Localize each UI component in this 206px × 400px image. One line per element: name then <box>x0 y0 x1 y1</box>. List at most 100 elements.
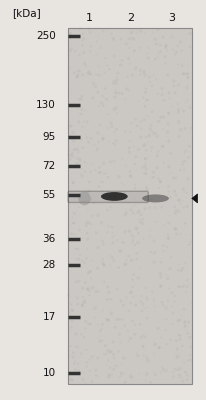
Point <box>105 296 108 303</box>
Text: 10: 10 <box>42 368 56 378</box>
Point <box>74 331 78 337</box>
Point <box>73 358 77 364</box>
Point <box>111 371 114 378</box>
Point <box>132 234 136 241</box>
Point <box>125 294 128 301</box>
Point <box>97 169 101 176</box>
Point <box>168 220 171 226</box>
Point <box>90 354 94 360</box>
Point <box>108 252 111 259</box>
Point <box>152 238 156 244</box>
Point <box>97 63 101 70</box>
Point <box>71 377 74 383</box>
Point <box>78 170 82 176</box>
Point <box>184 220 187 226</box>
Point <box>155 165 159 171</box>
Point <box>119 248 122 254</box>
Point <box>141 216 145 222</box>
Point <box>117 374 121 381</box>
Point <box>113 194 116 200</box>
Point <box>184 322 187 329</box>
Point <box>102 160 105 167</box>
Point <box>162 160 166 166</box>
Point <box>102 28 105 34</box>
Point <box>180 313 184 319</box>
Point <box>87 26 91 32</box>
Point <box>128 144 131 151</box>
Point <box>129 173 132 180</box>
Point <box>145 97 148 103</box>
Point <box>96 130 99 136</box>
Point <box>126 74 129 80</box>
Point <box>132 293 135 300</box>
Point <box>156 325 160 332</box>
Point <box>170 254 173 260</box>
Point <box>172 373 175 380</box>
Point <box>152 72 155 78</box>
Point <box>183 158 187 164</box>
Point <box>138 133 142 140</box>
Point <box>74 48 77 54</box>
Point <box>139 298 143 305</box>
Point <box>174 226 177 232</box>
Point <box>171 369 175 375</box>
Point <box>77 119 81 125</box>
Point <box>102 171 105 177</box>
Point <box>156 27 159 33</box>
Point <box>160 91 164 98</box>
Point <box>146 355 149 361</box>
Point <box>165 244 168 250</box>
Point <box>185 277 189 283</box>
Point <box>142 332 145 338</box>
Point <box>143 68 146 74</box>
Point <box>166 220 169 226</box>
Point <box>171 103 174 110</box>
Point <box>136 123 139 129</box>
Point <box>86 286 89 293</box>
Point <box>188 334 192 340</box>
Point <box>80 93 83 100</box>
Point <box>80 106 84 113</box>
Point <box>135 225 138 231</box>
Point <box>105 362 108 369</box>
Point <box>95 372 98 379</box>
Point <box>157 344 160 351</box>
Point <box>179 231 182 237</box>
Point <box>166 298 170 304</box>
Point <box>97 184 101 190</box>
Point <box>88 140 91 146</box>
Point <box>175 338 178 344</box>
Point <box>175 354 178 360</box>
Point <box>90 378 94 385</box>
Point <box>114 362 117 369</box>
Point <box>70 324 73 331</box>
Point <box>88 179 91 185</box>
Point <box>148 233 152 240</box>
Point <box>94 304 98 311</box>
Point <box>151 108 154 115</box>
Point <box>119 339 122 346</box>
Point <box>186 97 190 103</box>
Point <box>128 138 131 144</box>
Point <box>69 301 73 308</box>
Point <box>144 377 147 384</box>
Point <box>102 102 105 109</box>
Point <box>129 129 132 135</box>
Point <box>107 316 110 323</box>
Point <box>93 314 96 321</box>
Point <box>112 158 115 164</box>
Point <box>158 345 161 351</box>
Point <box>114 87 118 93</box>
Point <box>109 262 112 268</box>
Point <box>75 155 78 162</box>
Point <box>68 133 71 140</box>
Point <box>172 175 175 181</box>
Point <box>109 196 112 202</box>
Point <box>79 111 82 117</box>
Point <box>165 304 168 310</box>
Point <box>99 45 102 51</box>
Point <box>68 352 71 358</box>
Point <box>133 331 136 337</box>
Point <box>140 125 143 132</box>
Point <box>142 235 145 242</box>
